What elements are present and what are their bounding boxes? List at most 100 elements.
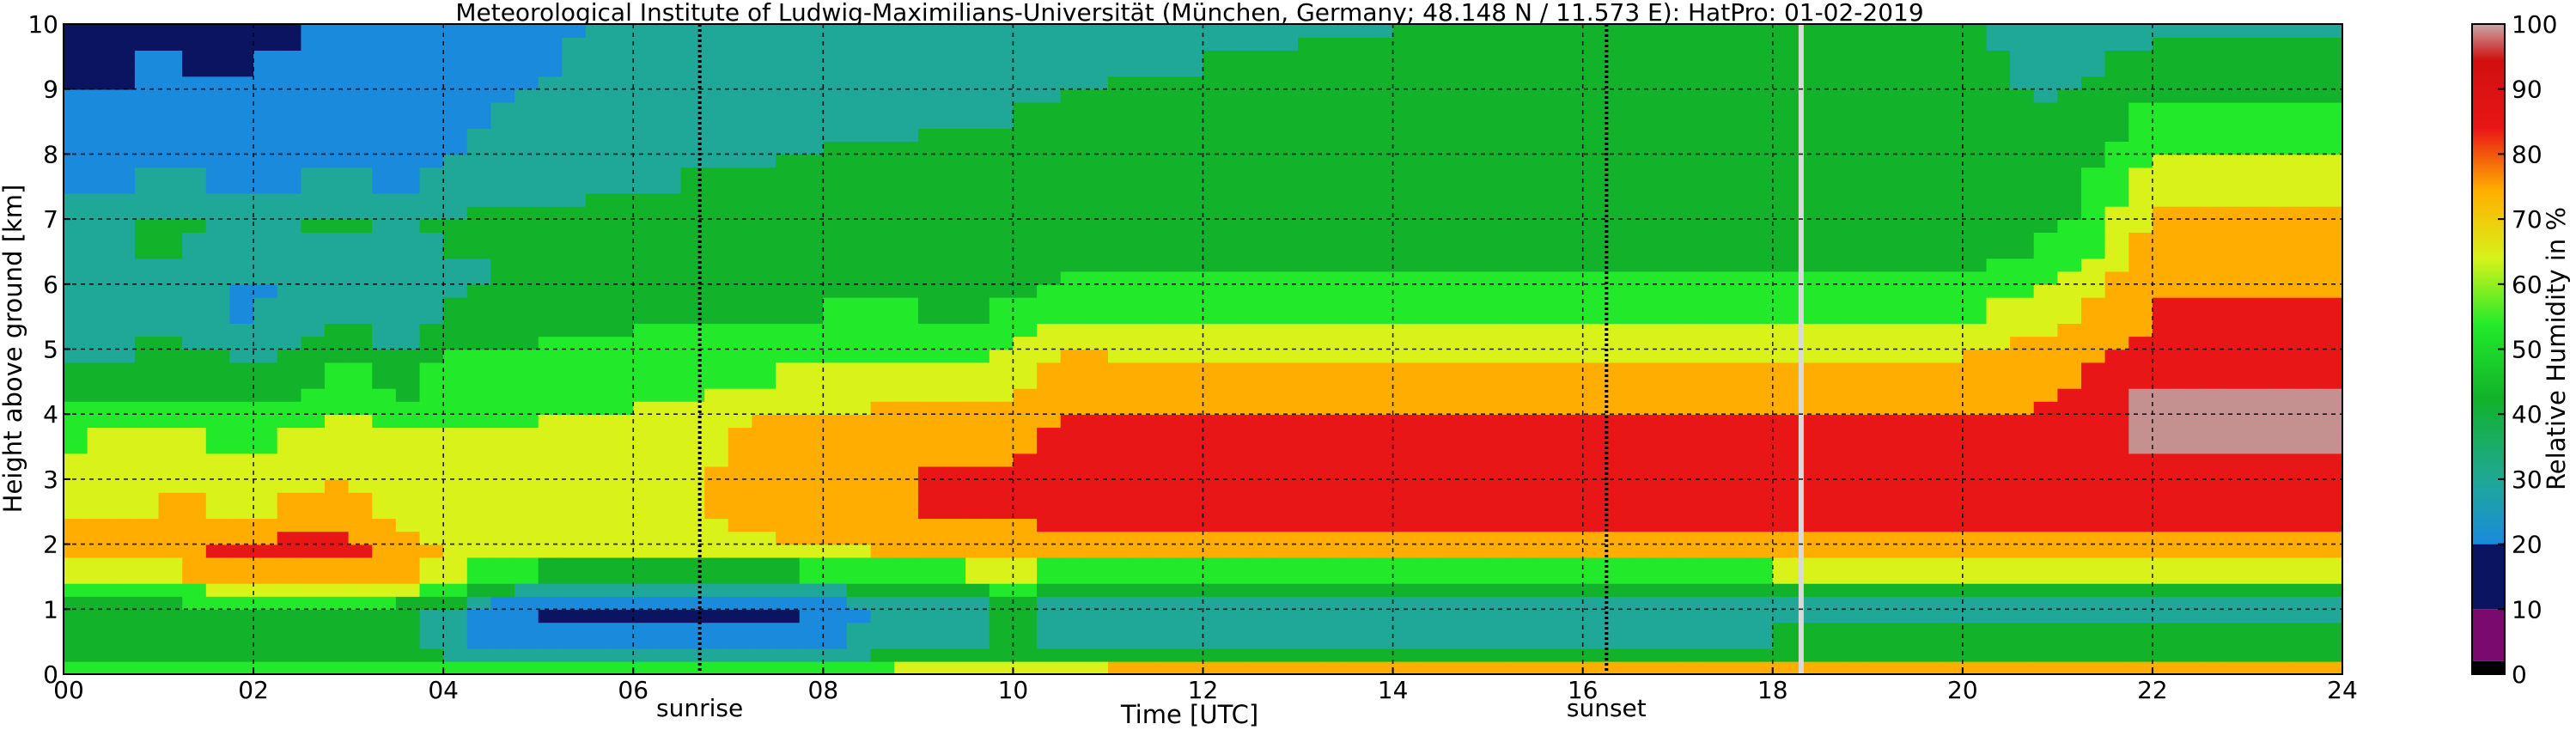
heatmap-cell (1559, 387, 1584, 402)
heatmap-cell (443, 24, 468, 38)
heatmap-cell (301, 453, 326, 467)
heatmap-cell (656, 583, 682, 597)
heatmap-cell (2057, 271, 2082, 285)
heatmap-cell (2247, 141, 2272, 155)
heatmap-cell (1108, 310, 1133, 324)
heatmap-cell (1155, 609, 1180, 624)
heatmap-cell (965, 596, 990, 611)
heatmap-cell (182, 401, 207, 415)
heatmap-cell (1939, 50, 1964, 64)
heatmap-cell (2033, 622, 2059, 636)
heatmap-cell (111, 349, 136, 363)
heatmap-cell (1843, 569, 1869, 584)
heatmap-cell (158, 76, 183, 90)
heatmap-cell (2200, 179, 2225, 194)
heatmap-cell (728, 531, 753, 545)
heatmap-cell (1131, 492, 1156, 506)
heatmap-cell (1298, 362, 1323, 376)
heatmap-cell (1606, 596, 1631, 611)
heatmap-cell (728, 660, 753, 674)
heatmap-cell (1582, 88, 1608, 103)
heatmap-cell (1488, 648, 1513, 662)
heatmap-cell (1962, 557, 1988, 571)
heatmap-cell (1820, 271, 1845, 285)
heatmap-cell (823, 192, 848, 207)
heatmap-cell (2128, 414, 2153, 429)
heatmap-cell (1274, 453, 1299, 467)
heatmap-cell (2081, 24, 2106, 38)
heatmap-cell (1084, 622, 1109, 636)
heatmap-cell (1772, 387, 1798, 402)
heatmap-cell (2081, 63, 2106, 77)
heatmap-cell (1108, 648, 1133, 662)
heatmap-cell (1582, 336, 1608, 350)
heatmap-cell (1321, 349, 1347, 363)
heatmap-cell (656, 206, 682, 220)
heatmap-cell (609, 635, 634, 649)
heatmap-cell (1060, 478, 1086, 493)
heatmap-cell (2318, 192, 2342, 207)
heatmap-cell (87, 648, 112, 662)
heatmap-cell (1227, 557, 1251, 571)
heatmap-cell (443, 609, 468, 624)
heatmap-cell (1867, 609, 1892, 624)
heatmap-cell (2128, 232, 2153, 246)
heatmap-cell (64, 596, 88, 611)
heatmap-cell (2271, 544, 2296, 558)
heatmap-cell (1345, 465, 1370, 480)
heatmap-cell (1203, 427, 1227, 441)
heatmap-cell (515, 154, 539, 168)
heatmap-cell (1701, 609, 1726, 624)
heatmap-cell (182, 362, 207, 376)
heatmap-cell (989, 465, 1014, 480)
heatmap-cell (2247, 115, 2272, 129)
heatmap-cell (64, 283, 88, 298)
heatmap-cell (2294, 427, 2320, 441)
heatmap-cell (1511, 115, 1537, 129)
heatmap-cell (1416, 544, 1441, 558)
heatmap-cell (1962, 296, 1988, 311)
heatmap-cell (1678, 232, 1702, 246)
heatmap-cell (1345, 232, 1370, 246)
heatmap-cell (229, 206, 254, 220)
heatmap-cell (229, 374, 254, 389)
heatmap-cell (1772, 453, 1798, 467)
heatmap-cell (1108, 141, 1133, 155)
heatmap-cell (870, 648, 895, 662)
heatmap-cell (466, 88, 492, 103)
heatmap-cell (1986, 24, 2011, 38)
heatmap-cell (87, 206, 112, 220)
heatmap-cell (2294, 296, 2320, 311)
heatmap-cell (372, 465, 397, 480)
heatmap-cell (2010, 478, 2035, 493)
heatmap-cell (2152, 310, 2177, 324)
heatmap-cell (466, 609, 492, 624)
heatmap-cell (1511, 271, 1537, 285)
heatmap-cell (1368, 128, 1394, 142)
heatmap-cell (1653, 232, 1678, 246)
heatmap-cell (1559, 414, 1584, 429)
heatmap-cell (989, 557, 1014, 571)
heatmap-cell (111, 531, 136, 545)
heatmap-cell (111, 232, 136, 246)
heatmap-cell (728, 37, 753, 51)
heatmap-cell (1867, 374, 1892, 389)
heatmap-cell (1606, 387, 1631, 402)
heatmap-cell (325, 232, 350, 246)
heatmap-cell (2223, 596, 2249, 611)
heatmap-cell (752, 427, 776, 441)
heatmap-cell (1843, 88, 1869, 103)
heatmap-cell (301, 283, 326, 298)
heatmap-cell (1559, 206, 1584, 220)
heatmap-cell (562, 374, 587, 389)
heatmap-cell (1037, 531, 1062, 545)
heatmap-cell (1986, 401, 2011, 415)
heatmap-cell (2200, 648, 2225, 662)
heatmap-cell (1511, 141, 1537, 155)
heatmap-cell (799, 141, 825, 155)
heatmap-cell (466, 596, 492, 611)
heatmap-cell (2271, 323, 2296, 338)
heatmap-cell (1108, 531, 1133, 545)
heatmap-cell (776, 531, 801, 545)
heatmap-cell (64, 179, 88, 194)
